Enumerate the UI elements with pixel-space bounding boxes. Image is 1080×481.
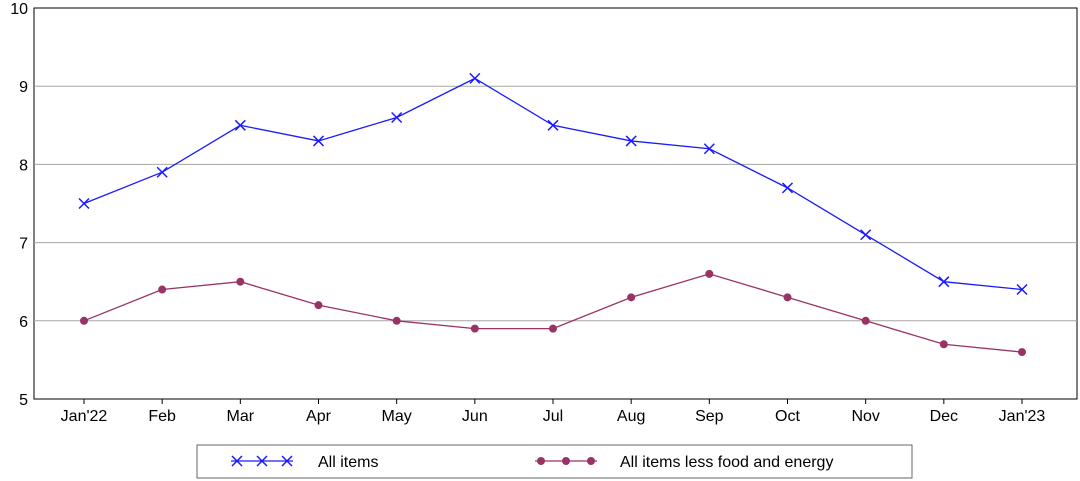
- x-tick-label: Dec: [930, 408, 958, 425]
- y-axis: 5 6 7 8 9 10: [10, 1, 28, 409]
- data-point: [1016, 283, 1028, 296]
- data-point: [625, 135, 637, 147]
- data-point: [1018, 348, 1026, 357]
- data-point: [938, 276, 950, 288]
- legend-marker: [231, 455, 243, 467]
- data-point: [705, 269, 714, 278]
- y-tick-label: 7: [19, 236, 28, 253]
- x-tick-label: Apr: [306, 408, 332, 425]
- data-point: [703, 143, 715, 155]
- data-point: [549, 324, 557, 333]
- data-point: [469, 72, 481, 84]
- data-point: [78, 197, 90, 210]
- data-point: [236, 277, 245, 286]
- legend-marker: [562, 457, 570, 465]
- data-point: [547, 119, 559, 131]
- legend-item: All items less food and energy: [535, 454, 833, 471]
- x-tick-label: Jan'22: [61, 408, 108, 425]
- y-tick-label: 5: [19, 392, 28, 409]
- data-point: [312, 135, 325, 147]
- series-all-items: [78, 72, 1028, 296]
- legend-marker: [587, 457, 595, 465]
- legend-marker: [281, 455, 293, 467]
- x-tick-label: Aug: [617, 408, 645, 425]
- y-tick-label: 9: [19, 79, 28, 96]
- data-point: [939, 340, 948, 349]
- x-tick-label: Jan'23: [999, 408, 1046, 425]
- data-point: [860, 229, 872, 241]
- y-tick-label: 10: [10, 1, 28, 18]
- x-tick-label: Mar: [227, 408, 255, 425]
- series-all-items-less-food-and-energy: [80, 269, 1026, 357]
- x-tick-label: Sep: [695, 408, 724, 425]
- legend-item: All items: [231, 454, 378, 471]
- x-tick-label: Jul: [543, 408, 563, 425]
- y-tick-label: 6: [19, 314, 28, 331]
- legend: All items All items less food and energy: [196, 444, 913, 479]
- legend-label: All items: [318, 454, 378, 471]
- data-point: [80, 316, 88, 325]
- data-point: [470, 324, 479, 333]
- gridlines: [34, 85, 1077, 322]
- legend-marker: [537, 457, 545, 465]
- x-tick-label: Jun: [462, 408, 488, 425]
- data-point: [234, 119, 246, 131]
- x-tick-label: Feb: [148, 408, 176, 425]
- data-point: [391, 111, 403, 124]
- legend-label: All items less food and energy: [620, 454, 833, 471]
- data-point: [314, 301, 323, 310]
- x-tick-label: Oct: [775, 408, 800, 425]
- data-point: [783, 293, 792, 302]
- data-point: [781, 182, 794, 194]
- x-tick-label: May: [382, 408, 412, 425]
- x-tick-label: Nov: [851, 408, 879, 425]
- plot-area: [33, 7, 1078, 400]
- data-point: [861, 316, 870, 325]
- data-point: [627, 293, 636, 302]
- y-tick-label: 8: [19, 157, 28, 174]
- series-layer: [78, 72, 1028, 357]
- data-point: [158, 285, 167, 294]
- legend-marker: [256, 455, 268, 467]
- x-axis: Jan'22 Feb Mar Apr May Jun Jul Aug Sep Oct Nov Dec J…: [61, 399, 1046, 425]
- data-point: [156, 166, 168, 178]
- data-point: [392, 316, 401, 325]
